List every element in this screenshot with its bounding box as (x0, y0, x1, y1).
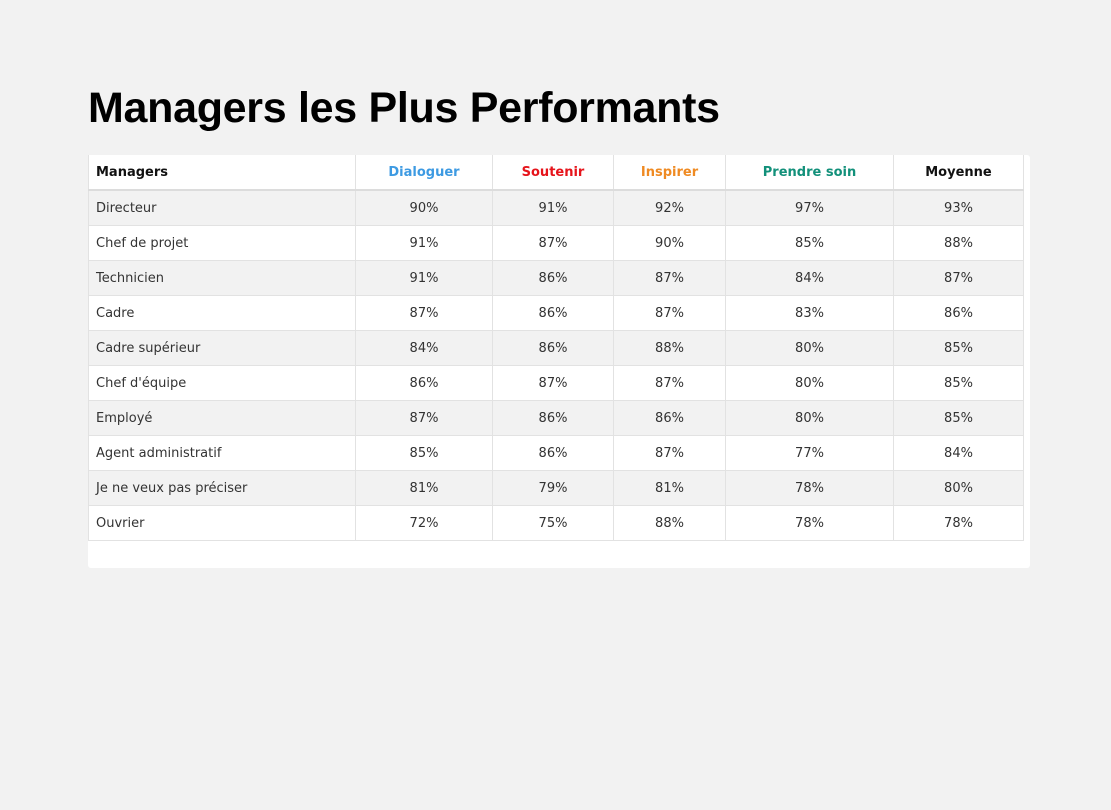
table-row: Chef d'équipe 86% 87% 87% 80% 85% (88, 365, 1024, 401)
cell-manager: Technicien (88, 260, 356, 296)
cell-moyenne: 93% (893, 189, 1024, 226)
cell-soutenir: 87% (492, 365, 614, 401)
cell-inspirer: 88% (613, 330, 726, 366)
cell-dialoguer: 85% (355, 435, 493, 471)
cell-moyenne: 88% (893, 225, 1024, 261)
header-moyenne[interactable]: Moyenne (893, 155, 1024, 191)
cell-soutenir: 86% (492, 260, 614, 296)
cell-prendre-soin: 80% (725, 330, 894, 366)
table-row: Technicien 91% 86% 87% 84% 87% (88, 260, 1024, 296)
header-inspirer[interactable]: Inspirer (613, 155, 726, 191)
table-row: Ouvrier 72% 75% 88% 78% 78% (88, 505, 1024, 541)
cell-manager: Employé (88, 400, 356, 436)
cell-moyenne: 87% (893, 260, 1024, 296)
cell-inspirer: 88% (613, 505, 726, 541)
cell-soutenir: 86% (492, 330, 614, 366)
cell-inspirer: 87% (613, 435, 726, 471)
cell-moyenne: 86% (893, 295, 1024, 331)
cell-moyenne: 84% (893, 435, 1024, 471)
cell-soutenir: 79% (492, 470, 614, 506)
page-title: Managers les Plus Performants (88, 84, 720, 132)
cell-soutenir: 87% (492, 225, 614, 261)
table-row: Je ne veux pas préciser 81% 79% 81% 78% 80% (88, 470, 1024, 506)
cell-prendre-soin: 83% (725, 295, 894, 331)
cell-dialoguer: 87% (355, 295, 493, 331)
cell-manager: Directeur (88, 189, 356, 226)
cell-inspirer: 87% (613, 295, 726, 331)
cell-prendre-soin: 80% (725, 365, 894, 401)
header-dialoguer[interactable]: Dialoguer (355, 155, 493, 191)
table-row: Agent administratif 85% 86% 87% 77% 84% (88, 435, 1024, 471)
table-row: Cadre 87% 86% 87% 83% 86% (88, 295, 1024, 331)
cell-prendre-soin: 78% (725, 505, 894, 541)
cell-manager: Cadre supérieur (88, 330, 356, 366)
cell-prendre-soin: 77% (725, 435, 894, 471)
cell-prendre-soin: 80% (725, 400, 894, 436)
table-row: Directeur 90% 91% 92% 97% 93% (88, 189, 1024, 226)
cell-manager: Je ne veux pas préciser (88, 470, 356, 506)
header-prendre-soin[interactable]: Prendre soin (725, 155, 894, 191)
cell-inspirer: 81% (613, 470, 726, 506)
cell-inspirer: 87% (613, 365, 726, 401)
cell-moyenne: 85% (893, 400, 1024, 436)
cell-dialoguer: 84% (355, 330, 493, 366)
cell-moyenne: 85% (893, 330, 1024, 366)
cell-prendre-soin: 84% (725, 260, 894, 296)
cell-prendre-soin: 85% (725, 225, 894, 261)
table-card: Managers Dialoguer Soutenir Inspirer Pre… (88, 155, 1030, 568)
cell-dialoguer: 91% (355, 260, 493, 296)
cell-prendre-soin: 78% (725, 470, 894, 506)
cell-soutenir: 86% (492, 400, 614, 436)
cell-dialoguer: 87% (355, 400, 493, 436)
cell-dialoguer: 72% (355, 505, 493, 541)
table-row: Cadre supérieur 84% 86% 88% 80% 85% (88, 330, 1024, 366)
table-row: Chef de projet 91% 87% 90% 85% 88% (88, 225, 1024, 261)
cell-moyenne: 80% (893, 470, 1024, 506)
cell-dialoguer: 90% (355, 189, 493, 226)
cell-dialoguer: 81% (355, 470, 493, 506)
cell-inspirer: 86% (613, 400, 726, 436)
cell-manager: Ouvrier (88, 505, 356, 541)
cell-dialoguer: 91% (355, 225, 493, 261)
cell-inspirer: 92% (613, 189, 726, 226)
cell-prendre-soin: 97% (725, 189, 894, 226)
cell-soutenir: 91% (492, 189, 614, 226)
cell-moyenne: 78% (893, 505, 1024, 541)
cell-soutenir: 86% (492, 435, 614, 471)
cell-soutenir: 86% (492, 295, 614, 331)
cell-manager: Chef de projet (88, 225, 356, 261)
cell-soutenir: 75% (492, 505, 614, 541)
cell-dialoguer: 86% (355, 365, 493, 401)
table-row: Employé 87% 86% 86% 80% 85% (88, 400, 1024, 436)
managers-table: Managers Dialoguer Soutenir Inspirer Pre… (88, 155, 1024, 541)
table-header-row: Managers Dialoguer Soutenir Inspirer Pre… (88, 155, 1024, 191)
cell-manager: Chef d'équipe (88, 365, 356, 401)
table-body: Directeur 90% 91% 92% 97% 93% Chef de projet 91… (88, 189, 1024, 541)
cell-inspirer: 87% (613, 260, 726, 296)
cell-manager: Agent administratif (88, 435, 356, 471)
cell-inspirer: 90% (613, 225, 726, 261)
cell-manager: Cadre (88, 295, 356, 331)
header-managers[interactable]: Managers (88, 155, 356, 191)
header-soutenir[interactable]: Soutenir (492, 155, 614, 191)
cell-moyenne: 85% (893, 365, 1024, 401)
